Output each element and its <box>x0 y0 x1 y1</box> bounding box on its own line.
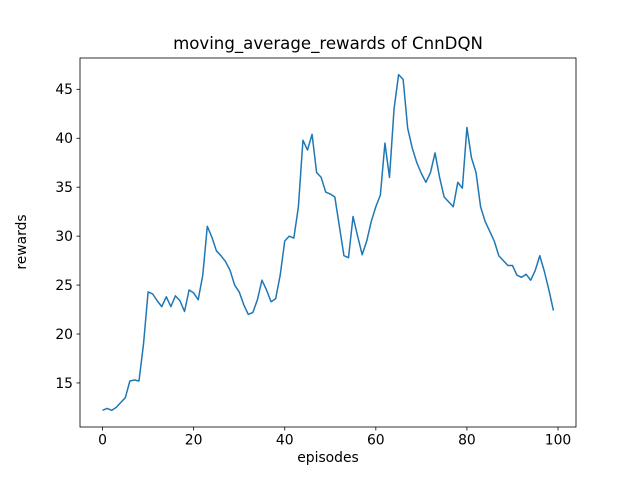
y-tick-label: 20 <box>55 327 73 343</box>
y-axis-label: rewards <box>14 214 30 269</box>
chart-title: moving_average_rewards of CnnDQN <box>173 34 483 54</box>
reward-line-series <box>102 73 555 412</box>
x-tick-label: 40 <box>276 433 294 449</box>
x-tick-label: 60 <box>367 433 385 449</box>
y-tick-label: 30 <box>55 229 73 245</box>
y-tick-label: 35 <box>55 180 73 196</box>
x-tick-label: 80 <box>458 433 476 449</box>
axes-frame <box>79 57 577 428</box>
x-axis-label: episodes <box>297 450 359 466</box>
y-tick-label: 40 <box>55 131 73 147</box>
x-tick-label: 100 <box>545 433 572 449</box>
y-tick-label: 15 <box>55 376 73 392</box>
x-tick-label: 20 <box>185 433 203 449</box>
y-tick-label: 25 <box>55 278 73 294</box>
x-tick-label: 0 <box>98 433 107 449</box>
y-tick-label: 45 <box>55 82 73 98</box>
plot-area: 0 20 40 60 80 100 15 20 25 30 35 40 45 <box>55 57 577 449</box>
